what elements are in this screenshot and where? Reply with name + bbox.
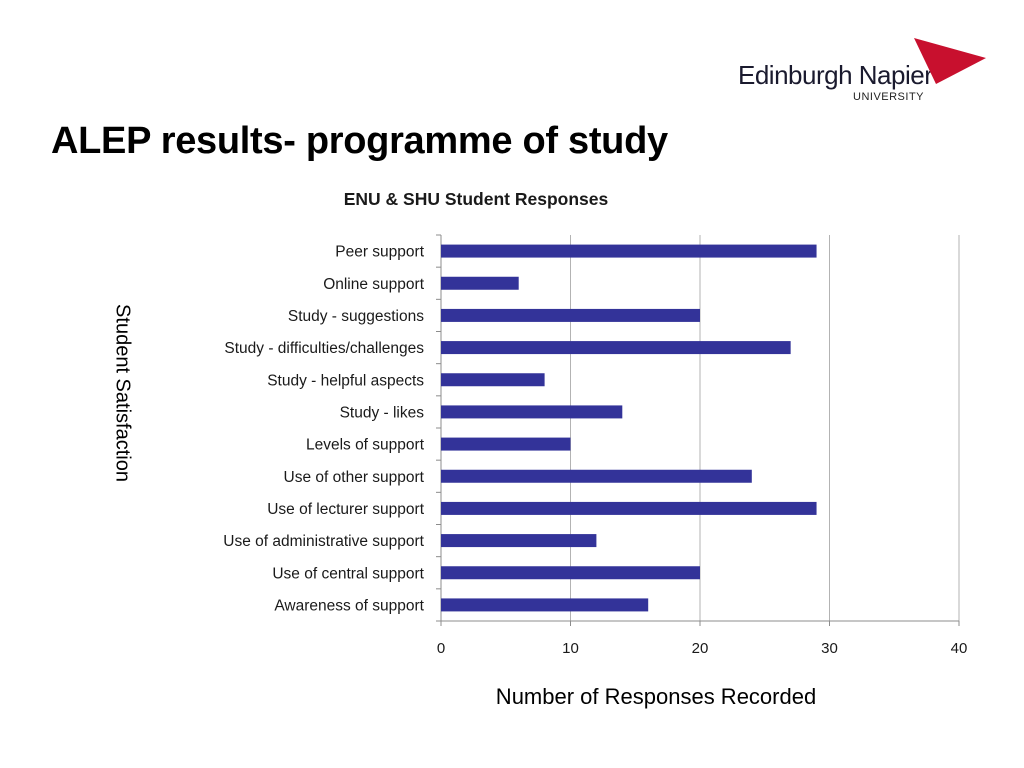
bar	[441, 341, 791, 355]
bar	[441, 405, 623, 419]
bar	[441, 308, 700, 322]
bar	[441, 437, 571, 451]
logo-triangle-icon	[914, 38, 986, 84]
bar	[441, 469, 752, 483]
slide-title: ALEP results- programme of study	[51, 120, 668, 162]
bar	[441, 501, 817, 515]
chart-title: ENU & SHU Student Responses	[344, 189, 609, 209]
category-label: Levels of support	[306, 437, 425, 454]
logo-name: Edinburgh Napier	[738, 60, 933, 90]
category-label: Study - suggestions	[288, 308, 424, 325]
y-axis-label: Student Satisfaction	[111, 304, 134, 482]
x-tick-label: 20	[692, 640, 709, 657]
category-label: Study - helpful aspects	[267, 372, 424, 389]
bar	[441, 598, 649, 612]
university-logo: Edinburgh Napier UNIVERSITY	[736, 38, 992, 106]
category-label: Peer support	[335, 244, 424, 261]
category-label: Study - likes	[340, 404, 425, 421]
bar	[441, 566, 700, 580]
x-tick-label: 30	[821, 640, 838, 657]
x-tick-label: 0	[437, 640, 445, 657]
category-label: Study - difficulties/challenges	[224, 340, 424, 357]
category-label: Use of other support	[284, 469, 425, 486]
bar	[441, 244, 817, 258]
bar	[441, 373, 545, 387]
category-label: Use of administrative support	[223, 533, 424, 550]
category-label: Use of lecturer support	[267, 501, 424, 518]
x-axis-label: Number of Responses Recorded	[495, 684, 817, 709]
bar	[441, 534, 597, 548]
category-label: Use of central support	[272, 565, 424, 582]
logo-subtitle: UNIVERSITY	[853, 91, 925, 103]
x-tick-label: 10	[562, 640, 579, 657]
x-tick-label: 40	[951, 640, 968, 657]
category-label: Awareness of support	[274, 597, 424, 614]
category-label: Online support	[323, 276, 425, 293]
bar	[441, 276, 519, 290]
